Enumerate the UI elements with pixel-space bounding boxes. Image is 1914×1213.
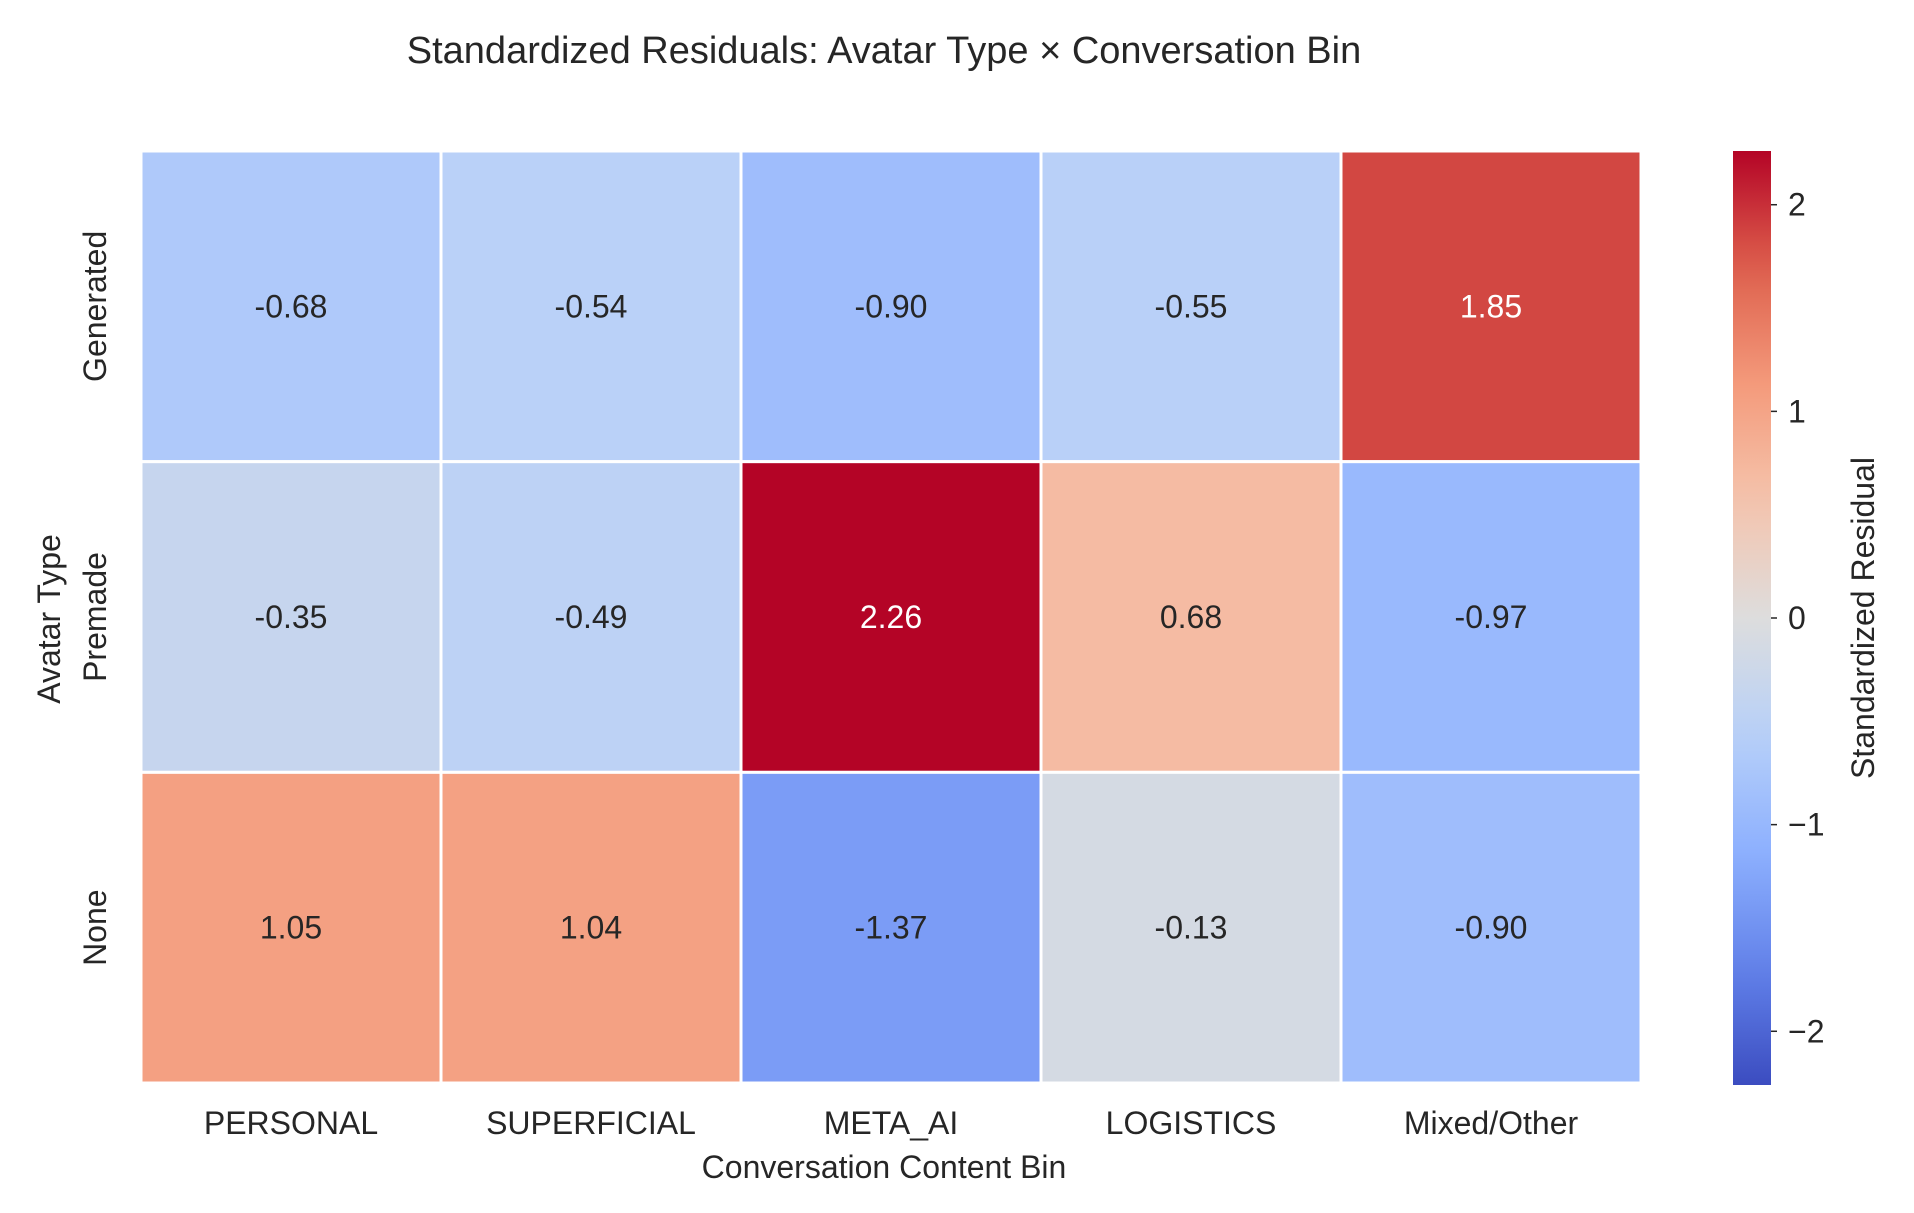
colorbar-tick-label: 1 [1788, 393, 1806, 429]
heatmap-cell [739, 460, 1043, 774]
colorbar-tick-label: 0 [1788, 600, 1806, 636]
cell-value-label: -0.90 [1455, 910, 1528, 946]
colorbar [1733, 151, 1771, 1085]
cell-value-label: -0.97 [1455, 599, 1528, 635]
cell-value-label: -0.13 [1155, 910, 1228, 946]
cell-value-label: -0.54 [555, 288, 628, 324]
heatmap-cell [739, 149, 1043, 464]
y-tick-label: Premade [77, 552, 113, 682]
y-tick-label: Generated [77, 231, 113, 382]
x-tick-labels: PERSONAL SUPERFICIAL META_AI LOGISTICS Mixed… [204, 1105, 1579, 1141]
cell-value-label: 1.04 [560, 910, 622, 946]
heatmap-cell [1339, 770, 1643, 1085]
cell-value-label: -0.55 [1155, 288, 1228, 324]
heatmap-cell [739, 770, 1043, 1085]
cell-value-label: 1.85 [1460, 288, 1522, 324]
colorbar-tick-label: 2 [1788, 187, 1806, 223]
heatmap-cell [1339, 149, 1643, 464]
heatmap-cell [1039, 770, 1343, 1085]
x-tick-label: SUPERFICIAL [486, 1105, 696, 1141]
cell-value-label: -1.37 [855, 910, 928, 946]
x-tick-label: LOGISTICS [1106, 1105, 1277, 1141]
y-tick-labels: Generated Premade None [77, 231, 113, 966]
heatmap-cell [1339, 460, 1643, 774]
colorbar-tick-label: −1 [1788, 807, 1824, 843]
colorbar-label: Standardized Residual [1845, 457, 1881, 779]
x-tick-label: PERSONAL [204, 1105, 378, 1141]
cell-value-label: -0.90 [855, 288, 928, 324]
heatmap-cell-labels: -0.68 -0.54 -0.90 -0.55 1.85 -0.35 -0.49 2.26 0.… [255, 288, 1528, 945]
heatmap-cells [139, 149, 1643, 1085]
cell-value-label: 1.05 [260, 910, 322, 946]
colorbar-ticks: −2 −1 0 1 2 [1771, 187, 1824, 1049]
heatmap-cell [439, 770, 743, 1085]
cell-value-label: -0.68 [255, 288, 328, 324]
cell-value-label: 0.68 [1160, 599, 1222, 635]
heatmap-cell [139, 460, 443, 774]
cell-value-label: -0.49 [555, 599, 628, 635]
x-tick-label: META_AI [824, 1105, 959, 1141]
y-tick-label: None [77, 889, 113, 966]
y-axis-label: Avatar Type [31, 534, 67, 704]
colorbar-tick-label: −2 [1788, 1013, 1824, 1049]
x-tick-label: Mixed/Other [1404, 1105, 1579, 1141]
cell-value-label: 2.26 [860, 599, 922, 635]
heatmap-cell [139, 149, 443, 464]
heatmap-cell [1039, 149, 1343, 464]
heatmap-cell [439, 149, 743, 464]
x-axis-label: Conversation Content Bin [702, 1149, 1067, 1185]
cell-value-label: -0.35 [255, 599, 328, 635]
chart-title: Standardized Residuals: Avatar Type × Co… [407, 30, 1361, 72]
